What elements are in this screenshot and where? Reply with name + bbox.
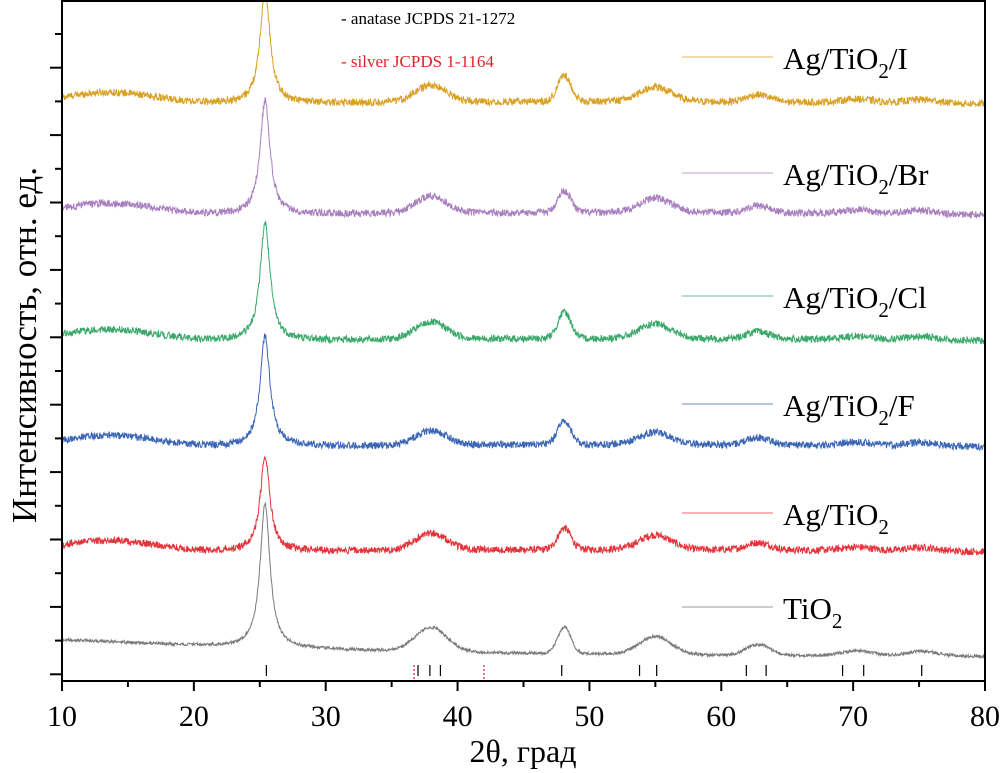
silver-reference-label: - silver JCPDS 1-1164 <box>341 52 494 71</box>
anatase-reference-label: - anatase JCPDS 21-1272 <box>341 9 515 28</box>
trace-ag-tio2-i <box>61 0 986 124</box>
legend: Ag/TiO2/I Ag/TiO2/Br Ag/TiO2/Cl Ag/TiO2/F Ag… <box>682 41 929 633</box>
traces-group <box>61 0 986 674</box>
x-tick-label: 70 <box>838 700 868 733</box>
trace-ag-tio2-br <box>61 97 986 235</box>
legend-label: Ag/TiO2/I <box>783 41 908 83</box>
legend-item-ag-tio2-cl: Ag/TiO2/Cl <box>682 280 927 322</box>
legend-label: Ag/TiO2/Cl <box>783 280 927 322</box>
trace-tio2 <box>61 501 986 674</box>
legend-item-ag-tio2-f: Ag/TiO2/F <box>682 388 915 430</box>
axes-group: 10 20 30 40 50 60 70 80 <box>47 0 1000 733</box>
reference-sticks <box>265 665 923 679</box>
y-axis-label: Интенсивность, отн. ед. <box>5 167 44 523</box>
legend-label: Ag/TiO2 <box>783 497 889 539</box>
x-tick-label: 20 <box>179 700 209 733</box>
legend-item-ag-tio2-i: Ag/TiO2/I <box>682 41 908 83</box>
trace-ag-tio2-f <box>61 333 986 467</box>
legend-label: TiO2 <box>783 591 842 633</box>
x-tick-label: 40 <box>443 700 473 733</box>
x-tick-label: 80 <box>970 700 1000 733</box>
legend-item-tio2: TiO2 <box>682 591 842 633</box>
legend-item-ag-tio2: Ag/TiO2 <box>682 497 889 539</box>
x-tick-label: 30 <box>311 700 341 733</box>
legend-label: Ag/TiO2/Br <box>783 157 929 199</box>
legend-item-ag-tio2-br: Ag/TiO2/Br <box>682 157 929 199</box>
trace-ag-tio2-cl <box>61 221 986 361</box>
x-tick-label: 10 <box>47 700 77 733</box>
legend-label: Ag/TiO2/F <box>783 388 915 430</box>
x-axis-label: 2θ, град <box>470 733 577 769</box>
x-tick-label: 50 <box>574 700 604 733</box>
trace-ag-tio2 <box>61 455 986 572</box>
x-tick-label: 60 <box>706 700 736 733</box>
